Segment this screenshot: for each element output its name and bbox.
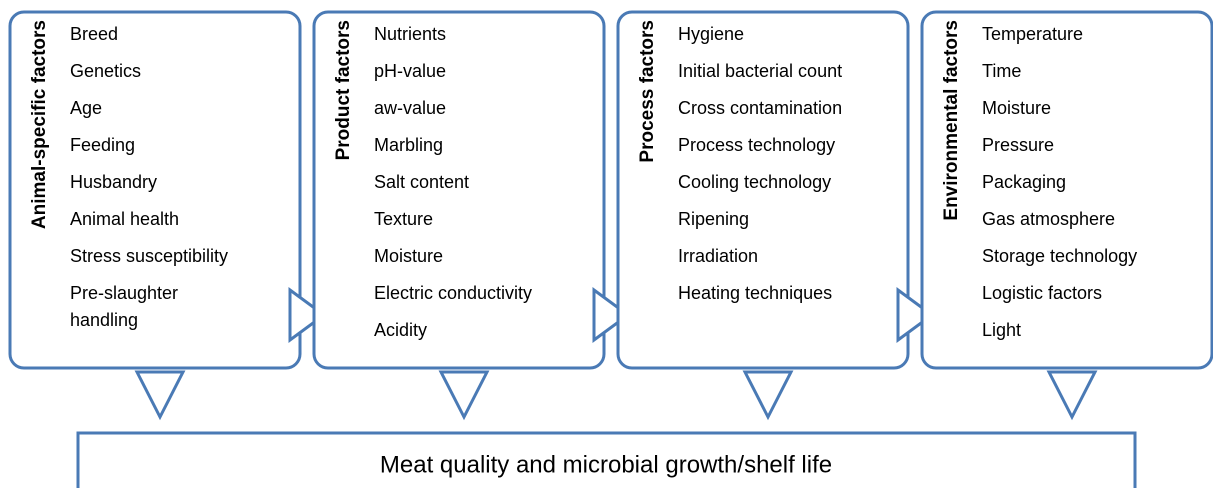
footer-box — [76, 431, 1137, 488]
down-arrow — [134, 370, 186, 421]
factor-title: Product factors — [333, 20, 354, 160]
factor-item: Nutrients — [374, 24, 446, 44]
down-arrow — [438, 370, 490, 421]
footer-text: Meat quality and microbial growth/shelf … — [380, 451, 832, 478]
factor-item: Age — [70, 98, 102, 118]
factor-item: Gas atmosphere — [982, 209, 1115, 229]
factor-item: Initial bacterial count — [678, 61, 842, 81]
factor-item: Pre-slaughter handling — [70, 283, 183, 330]
factor-item: Cooling technology — [678, 172, 831, 192]
factor-item: Packaging — [982, 172, 1066, 192]
factor-item: Light — [982, 320, 1021, 340]
factor-item: Time — [982, 61, 1021, 81]
right-arrow — [592, 287, 631, 343]
factor-box — [8, 10, 302, 370]
factor-item: Breed — [70, 24, 118, 44]
factor-item: Animal health — [70, 209, 179, 229]
factor-item: Salt content — [374, 172, 469, 192]
factor-item: Process technology — [678, 135, 835, 155]
factor-item: Cross contamination — [678, 98, 842, 118]
factor-item: Pressure — [982, 135, 1054, 155]
factor-box — [312, 10, 606, 370]
factor-item: Acidity — [374, 320, 427, 340]
factor-title: Animal-specific factors — [29, 20, 50, 229]
factor-box — [920, 10, 1213, 370]
factor-title: Process factors — [637, 20, 658, 163]
factor-item: Stress susceptibility — [70, 246, 228, 266]
factor-item: Genetics — [70, 61, 141, 81]
factor-item: Logistic factors — [982, 283, 1102, 303]
right-arrow — [896, 287, 935, 343]
factor-item: Husbandry — [70, 172, 157, 192]
factor-item: Texture — [374, 209, 433, 229]
factor-item: Ripening — [678, 209, 749, 229]
factor-item: Temperature — [982, 24, 1083, 44]
down-arrow — [1046, 370, 1098, 421]
factor-item: Feeding — [70, 135, 135, 155]
factor-item: Electric conductivity — [374, 283, 532, 303]
factor-item: Heating techniques — [678, 283, 832, 303]
factor-item: Irradiation — [678, 246, 758, 266]
factor-item: aw-value — [374, 98, 446, 118]
factor-item: pH-value — [374, 61, 446, 81]
factor-title: Environmental factors — [941, 20, 962, 221]
factor-item: Storage technology — [982, 246, 1137, 266]
factor-box — [616, 10, 910, 370]
down-arrow — [742, 370, 794, 421]
right-arrow — [288, 287, 327, 343]
factor-item: Moisture — [374, 246, 443, 266]
factor-item: Moisture — [982, 98, 1051, 118]
factor-item: Hygiene — [678, 24, 744, 44]
factor-item: Marbling — [374, 135, 443, 155]
